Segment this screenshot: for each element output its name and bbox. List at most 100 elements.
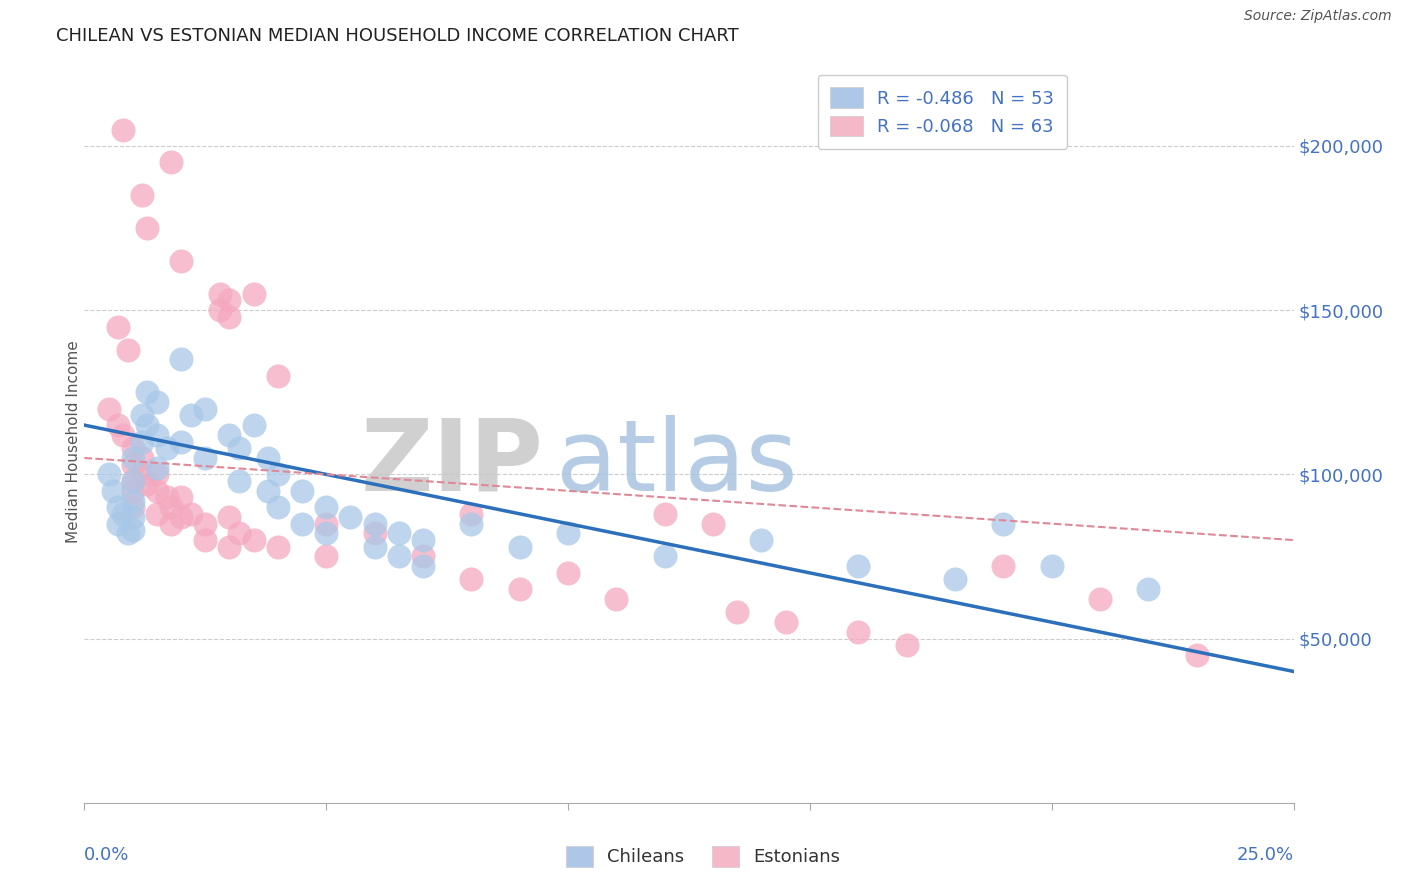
Point [180,409,202,423]
Text: ZIP: ZIP [361,415,544,512]
Point [291,516,314,531]
Point [121,474,143,488]
Point [509,540,531,554]
Point [242,418,264,433]
Point [103,483,125,498]
Point [170,510,193,524]
Point [194,401,217,416]
Point [112,122,135,136]
Point [388,549,411,564]
Point [267,467,290,482]
Point [131,434,153,449]
Point [315,549,337,564]
Point [751,533,773,547]
Point [136,418,159,433]
Point [218,540,240,554]
Point [315,526,337,541]
Point [112,507,135,521]
Point [136,221,159,235]
Point [146,428,169,442]
Point [460,516,482,531]
Point [267,540,290,554]
Point [363,540,385,554]
Point [218,310,240,324]
Point [121,500,143,515]
Point [257,450,280,465]
Point [218,428,240,442]
Point [194,533,217,547]
Point [943,573,966,587]
Point [460,507,482,521]
Point [339,510,361,524]
Point [160,516,183,531]
Text: atlas: atlas [555,415,797,512]
Point [1088,592,1111,607]
Point [131,467,153,482]
Point [846,559,869,574]
Point [242,286,264,301]
Point [121,458,143,472]
Point [993,559,1015,574]
Point [155,491,177,505]
Point [315,500,337,515]
Point [194,516,217,531]
Text: 25.0%: 25.0% [1236,847,1294,864]
Point [412,559,434,574]
Y-axis label: Median Household Income: Median Household Income [66,340,80,543]
Point [775,615,797,630]
Point [242,533,264,547]
Point [121,523,143,537]
Point [180,507,202,521]
Point [131,188,153,202]
Point [654,549,676,564]
Point [846,625,869,640]
Point [702,516,724,531]
Point [146,467,169,482]
Point [170,352,193,367]
Point [131,450,153,465]
Point [896,638,918,652]
Point [291,483,314,498]
Point [509,582,531,597]
Point [136,477,159,491]
Point [121,474,143,488]
Point [170,253,193,268]
Point [117,526,139,541]
Point [107,418,129,433]
Point [257,483,280,498]
Point [725,605,748,619]
Point [121,450,143,465]
Point [155,441,177,455]
Point [218,510,240,524]
Point [112,428,135,442]
Point [557,566,579,580]
Point [160,500,183,515]
Point [388,526,411,541]
Text: CHILEAN VS ESTONIAN MEDIAN HOUSEHOLD INCOME CORRELATION CHART: CHILEAN VS ESTONIAN MEDIAN HOUSEHOLD INC… [56,27,740,45]
Point [228,474,250,488]
Point [107,500,129,515]
Point [267,368,290,383]
Point [121,493,143,508]
Point [146,507,169,521]
Point [1137,582,1160,597]
Point [208,303,231,318]
Point [117,343,139,357]
Point [363,526,385,541]
Point [194,450,217,465]
Point [993,516,1015,531]
Point [146,395,169,409]
Point [121,510,143,524]
Point [146,483,169,498]
Point [97,401,120,416]
Point [267,500,290,515]
Point [170,491,193,505]
Point [97,467,120,482]
Point [131,409,153,423]
Text: 0.0%: 0.0% [84,847,129,864]
Point [1185,648,1208,662]
Point [363,516,385,531]
Point [208,286,231,301]
Point [1040,559,1063,574]
Point [412,533,434,547]
